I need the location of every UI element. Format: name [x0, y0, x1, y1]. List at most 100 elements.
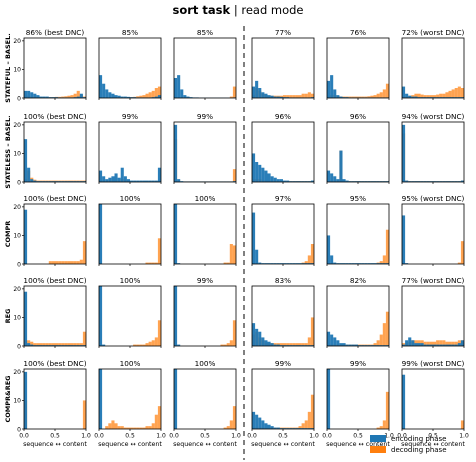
panel-frame [401, 368, 465, 430]
decoding-bar [114, 423, 118, 429]
decoding-bar [79, 259, 83, 264]
decoding-bar [145, 426, 149, 429]
decoding-bar [358, 96, 362, 98]
x-tick-label: 0.5 [428, 433, 438, 440]
encoding-bar [177, 263, 181, 264]
encoding-bar [298, 345, 302, 346]
decoding-bar [154, 337, 158, 346]
panel-frame [326, 203, 390, 265]
encoding-bar [283, 263, 287, 264]
encoding-bar [327, 331, 331, 346]
encoding-bar [289, 263, 293, 264]
legend-item-decoding: decoding phase [370, 444, 470, 455]
encoding-bar [130, 97, 134, 98]
encoding-bar [342, 97, 346, 98]
decoding-bar [382, 255, 386, 264]
panel-title: 94% (worst DNC) [402, 112, 465, 121]
decoding-bar [289, 343, 293, 346]
decoding-bar [151, 423, 155, 429]
encoding-bar [333, 262, 337, 264]
encoding-bar [379, 345, 383, 346]
encoding-bar [367, 263, 371, 264]
decoding-bar [307, 411, 311, 429]
encoding-bar [154, 180, 158, 182]
x-tick-label: 0.0 [19, 433, 29, 440]
panel-title: 99% (worst DNC) [402, 359, 465, 368]
encoding-bar [51, 97, 55, 98]
encoding-bar [310, 263, 314, 264]
encoding-bar [460, 340, 464, 346]
encoding-bar [298, 428, 302, 429]
encoding-bar [345, 180, 349, 182]
encoding-bar [30, 179, 34, 182]
encoding-bar [304, 181, 308, 182]
encoding-bar [73, 345, 77, 346]
decoding-bar [348, 96, 352, 98]
panel-title: 86% (best DNC) [26, 28, 85, 37]
decoding-bar [157, 406, 161, 429]
encoding-bar [417, 97, 421, 98]
encoding-bar [82, 181, 86, 182]
decoding-bar [460, 420, 464, 429]
encoding-bar [270, 95, 274, 98]
decoding-bar [148, 341, 152, 346]
encoding-bar [174, 204, 178, 264]
encoding-bar [99, 369, 103, 429]
decoding-bar [232, 406, 236, 429]
decoding-bar [286, 343, 290, 346]
encoding-bar [327, 170, 331, 182]
encoding-bar [433, 181, 437, 182]
encoding-bar [307, 428, 311, 429]
legend-item-encoding: encoding phase [370, 433, 470, 444]
panel-title: 99% [197, 276, 213, 285]
x-axis-label: sequence ↔ content [251, 441, 315, 448]
encoding-bar [252, 323, 256, 346]
y-tick-label: 0 [17, 426, 21, 433]
y-tick-label: 10 [13, 67, 21, 74]
decoding-bar [48, 343, 52, 346]
decoding-bar [76, 90, 80, 98]
x-axis-label: sequence ↔ content [401, 441, 465, 448]
y-tick-label: 0 [17, 261, 21, 268]
encoding-bar [342, 179, 346, 182]
panel-frame [23, 285, 87, 347]
encoding-bar [117, 177, 121, 182]
panel-frame [251, 203, 315, 265]
encoding-bar [295, 345, 299, 346]
encoding-bar [364, 345, 368, 346]
decoding-bar [273, 343, 277, 346]
decoding-bar [379, 92, 383, 98]
encoding-bar [33, 180, 37, 182]
decoding-bar [426, 95, 430, 98]
encoding-bar [114, 173, 118, 182]
decoding-bar [232, 245, 236, 264]
encoding-bar [301, 263, 305, 264]
x-tick-label: 0.5 [278, 433, 288, 440]
encoding-bar [255, 328, 259, 346]
encoding-bar [120, 167, 124, 182]
encoding-bar [82, 97, 86, 98]
encoding-bar [177, 179, 181, 182]
decoding-bar [457, 86, 461, 98]
decoding-bar [423, 341, 427, 346]
decoding-bar [376, 427, 380, 429]
encoding-bar [273, 263, 277, 264]
encoding-bar [39, 345, 43, 346]
decoding-bar [223, 344, 227, 346]
decoding-bar [298, 343, 302, 346]
encoding-bar [73, 181, 77, 182]
encoding-bar [342, 263, 346, 264]
decoding-bar [79, 343, 83, 346]
encoding-bar [354, 263, 358, 264]
encoding-bar [339, 150, 343, 182]
decoding-bar [142, 95, 146, 98]
encoding-bar [345, 263, 349, 264]
decoding-bar [229, 420, 233, 429]
decoding-bar [226, 426, 230, 429]
encoding-bar [358, 181, 362, 182]
encoding-bar [108, 177, 112, 182]
encoding-bar [273, 96, 277, 98]
panel-title: 97% [275, 194, 291, 203]
decoding-bar [48, 261, 52, 264]
encoding-bar [333, 176, 337, 182]
